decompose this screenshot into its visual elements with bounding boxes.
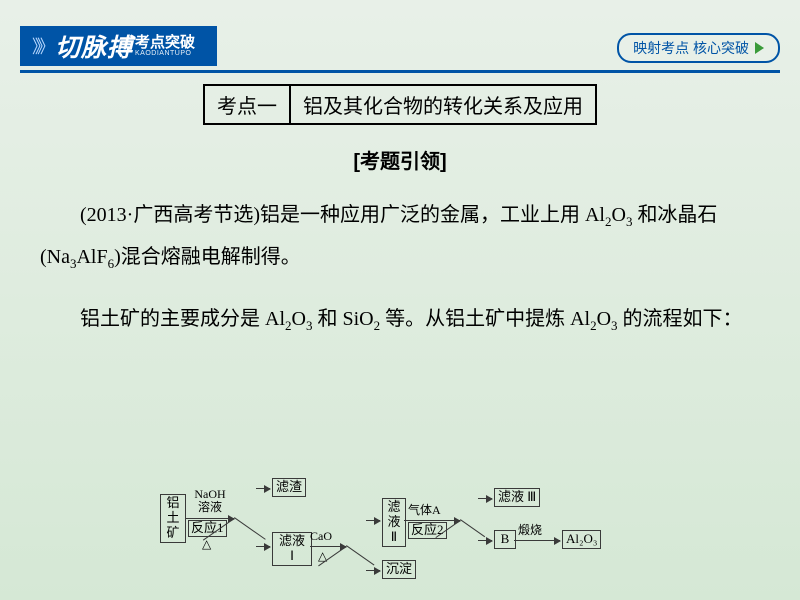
p1-e: )混合熔融电解制得。 xyxy=(114,246,301,268)
paragraph-1: (2013·广西高考节选)铝是一种应用广泛的金属，工业上用 Al2O3 和冰晶石… xyxy=(40,194,760,278)
p1-b: O xyxy=(611,204,625,226)
node-rxn2: 反应2 xyxy=(408,522,447,539)
node-bauxite: 铝 土 矿 xyxy=(160,494,186,543)
arrow-precip xyxy=(366,570,380,571)
p2-b: O xyxy=(292,308,306,330)
header-banner: 》》 切脉搏 考点突破 KAODIANTUPO 映射考点 核心突破 xyxy=(20,26,780,66)
label-naoh: NaOH 溶液 xyxy=(188,488,232,514)
line-up-2 xyxy=(346,545,374,565)
p1-d: AlF xyxy=(76,246,107,268)
topic-table: 考点一 铝及其化合物的转化关系及应用 xyxy=(203,84,597,125)
line-up-3 xyxy=(460,519,485,537)
play-icon xyxy=(755,42,764,54)
topic-title: 铝及其化合物的转化关系及应用 xyxy=(291,86,595,123)
banner-blue-block: 》》 切脉搏 考点突破 KAODIANTUPO xyxy=(20,26,217,66)
label-cao: CaO xyxy=(310,530,332,543)
p1-a: (2013·广西高考节选)铝是一种应用广泛的金属，工业上用 Al xyxy=(80,204,605,226)
label-gasA: 气体A xyxy=(408,504,441,517)
arrow-3 xyxy=(404,520,460,521)
slide-body: 考点一 铝及其化合物的转化关系及应用 [考题引领] (2013·广西高考节选)铝… xyxy=(40,84,760,590)
node-filtrate1: 滤液 Ⅰ xyxy=(272,532,312,566)
banner-sub-title: 考点突破 KAODIANTUPO xyxy=(135,35,195,57)
arrow-residue xyxy=(256,488,270,489)
line-up-1 xyxy=(234,517,266,540)
process-flow-diagram: 铝 土 矿 NaOH 溶液 反应1 △ 滤渣 滤液 Ⅰ CaO △ 沉淀 滤 液… xyxy=(160,460,700,580)
topic-index: 考点一 xyxy=(205,86,291,123)
node-residue: 滤渣 xyxy=(272,478,306,497)
node-B: B xyxy=(494,530,516,549)
node-precip: 沉淀 xyxy=(382,560,416,579)
arrow-4 xyxy=(514,540,560,541)
banner-arrows-icon: 》》 xyxy=(32,33,51,59)
banner-main-title: 切脉搏 xyxy=(55,28,133,64)
banner-underline xyxy=(20,70,780,73)
arrow-filtrate3 xyxy=(478,498,492,499)
node-filtrate3: 滤液 Ⅲ xyxy=(494,488,540,507)
p2-f: 的流程如下： xyxy=(618,308,743,330)
p2-c: 和 SiO xyxy=(312,308,373,330)
paragraph-2: 铝土矿的主要成分是 Al2O3 和 SiO2 等。从铝土矿中提炼 Al2O3 的… xyxy=(40,298,760,340)
arrow-1 xyxy=(186,518,234,519)
node-al2o3: Al₂O₃ xyxy=(562,530,601,549)
banner-sub-cn: 考点突破 xyxy=(135,35,195,50)
arrow-B xyxy=(478,540,492,541)
p2-e: O xyxy=(597,308,611,330)
node-filtrate2: 滤 液 Ⅱ xyxy=(382,498,406,547)
banner-right-text: 映射考点 核心突破 xyxy=(633,38,749,58)
p2-a: 铝土矿的主要成分是 Al xyxy=(80,308,285,330)
arrow-filtrate1 xyxy=(256,546,270,547)
banner-sub-pinyin: KAODIANTUPO xyxy=(135,50,195,57)
arrow-2 xyxy=(310,546,346,547)
p2-d: 等。从铝土矿中提炼 Al xyxy=(380,308,590,330)
banner-right-pill: 映射考点 核心突破 xyxy=(617,33,780,63)
label-calcine: 煅烧 xyxy=(518,524,542,537)
arrow-filtrate2 xyxy=(366,520,380,521)
section-lead: [考题引领] xyxy=(40,145,760,174)
